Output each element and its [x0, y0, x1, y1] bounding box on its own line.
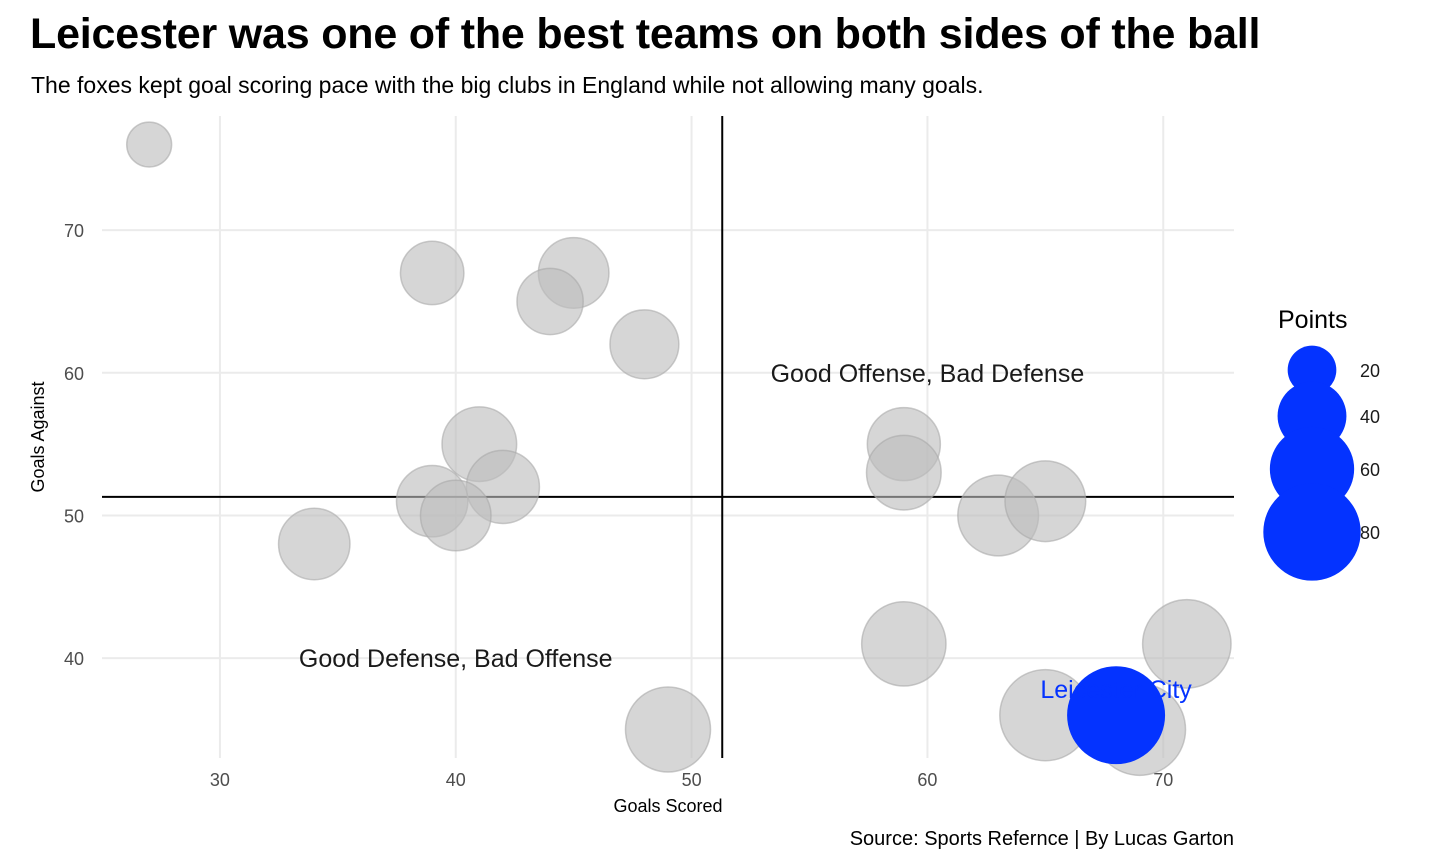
data-point [860, 600, 947, 687]
highlight-point-label: Leicester City [1040, 676, 1192, 704]
x-tick-label: 50 [682, 770, 702, 790]
legend-label: 80 [1360, 523, 1380, 543]
x-tick-label: 40 [446, 770, 466, 790]
legend-key [1263, 483, 1361, 581]
y-tick-label: 40 [64, 649, 84, 669]
grid-lines [102, 116, 1234, 758]
data-point [609, 309, 680, 380]
data-point [865, 434, 942, 511]
data-point [1141, 598, 1232, 689]
data-point [277, 507, 351, 581]
legend-label: 20 [1360, 361, 1380, 381]
y-tick-label: 60 [64, 364, 84, 384]
x-tick-label: 30 [210, 770, 230, 790]
y-tick-label: 70 [64, 221, 84, 241]
data-point [419, 479, 492, 552]
x-axis-title: Goals Scored [613, 796, 722, 816]
data-point [399, 240, 465, 306]
chart-title: Leicester was one of the best teams on b… [30, 10, 1261, 58]
data-points: Leicester City [125, 121, 1232, 777]
chart-caption: Source: Sports Refernce | By Lucas Garto… [849, 828, 1234, 850]
quadrant-annotation: Good Offense, Bad Defense [771, 360, 1085, 388]
reference-lines [102, 116, 1234, 758]
quadrant-annotation: Good Defense, Bad Offense [299, 645, 613, 673]
data-point [516, 267, 584, 336]
data-point [624, 686, 712, 773]
data-point [125, 121, 173, 168]
quadrant-annotations: Good Offense, Bad Defense Good Defense, B… [299, 360, 1084, 673]
chart-subtitle: The foxes kept goal scoring pace with th… [31, 72, 984, 98]
highlight-point [1067, 666, 1166, 765]
x-tick-label: 70 [1153, 770, 1173, 790]
x-tick-label: 60 [917, 770, 937, 790]
legend-label: 40 [1360, 407, 1380, 427]
legend-key [1287, 345, 1337, 395]
size-legend: Points 20 40 60 80 [1263, 306, 1380, 581]
axis-ticks: 30 40 50 60 70 40 50 60 70 [64, 221, 1173, 790]
data-point [1004, 460, 1087, 543]
legend-label: 60 [1360, 460, 1380, 480]
y-axis-title: Goals Against [28, 381, 48, 492]
legend-title: Points [1278, 306, 1347, 334]
y-tick-label: 50 [64, 506, 84, 526]
